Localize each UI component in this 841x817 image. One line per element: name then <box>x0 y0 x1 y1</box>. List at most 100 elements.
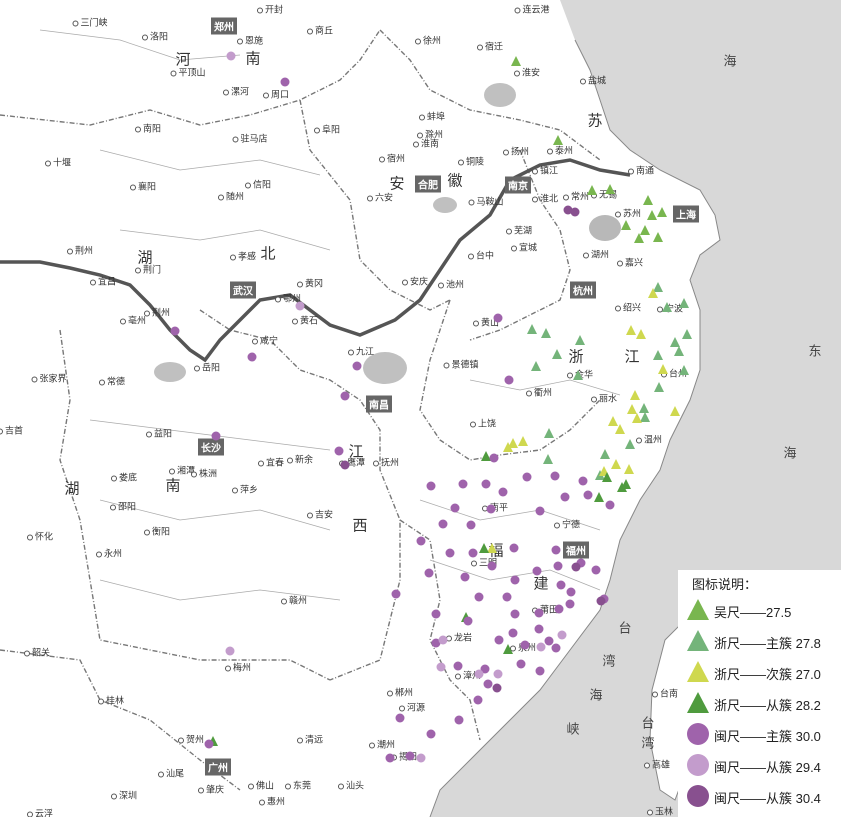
marker-triangle <box>630 390 640 400</box>
city-label: 黄山 <box>473 316 499 329</box>
city-label: 芜湖 <box>506 224 532 237</box>
border-1 <box>0 29 381 126</box>
marker-triangle <box>541 328 551 338</box>
city-label: 吉首 <box>0 424 23 437</box>
marker-circle <box>487 561 497 571</box>
marker-circle <box>426 729 436 739</box>
marker-circle <box>504 375 514 385</box>
city-label: 莆田 <box>532 603 558 616</box>
province-label: 江 <box>624 347 640 366</box>
sea-area <box>430 0 841 817</box>
city-label: 湘潭 <box>169 464 195 477</box>
marker-triangle <box>600 449 610 459</box>
marker-circle <box>247 352 257 362</box>
city-label: 苏州 <box>615 207 641 220</box>
city-label: 常州 <box>563 190 589 203</box>
city-label: 镇江 <box>532 164 558 177</box>
marker-triangle <box>643 195 653 205</box>
city-label: 郴州 <box>387 686 413 699</box>
marker-circle <box>458 479 468 489</box>
marker-circle <box>532 566 542 576</box>
legend-title: 图标说明： <box>692 577 758 592</box>
city-label: 蚌埠 <box>419 110 445 123</box>
marker-triangle <box>608 416 618 426</box>
marker-circle <box>431 638 441 648</box>
marker-circle <box>405 751 415 761</box>
marker-circle <box>583 490 593 500</box>
marker-triangle <box>670 337 680 347</box>
marker-circle <box>385 753 395 763</box>
marker-circle <box>424 568 434 578</box>
city-label: 高雄 <box>644 758 670 771</box>
marker-triangle <box>481 451 491 461</box>
marker-triangle <box>553 135 563 145</box>
city-label: 三门峡 <box>72 16 107 29</box>
legend-triangle-icon <box>687 692 709 713</box>
marker-circle <box>570 207 580 217</box>
marker-circle <box>556 580 566 590</box>
marker-circle <box>445 548 455 558</box>
marker-circle <box>492 683 502 693</box>
city-label: 洛阳 <box>142 30 168 43</box>
marker-triangle <box>594 492 604 502</box>
city-label: 清远 <box>297 733 323 746</box>
marker-circle <box>438 519 448 529</box>
pref-border-8 <box>429 559 601 591</box>
legend-item-label: 闽尺——主簇 30.0 <box>714 729 821 744</box>
city-label: 株洲 <box>191 467 217 480</box>
city-label: 马鞍山 <box>468 195 503 208</box>
marker-circle <box>416 536 426 546</box>
city-label: 岳阳 <box>194 361 220 374</box>
marker-circle <box>352 361 362 371</box>
marker-circle <box>468 548 478 558</box>
marker-triangle <box>602 472 612 482</box>
marker-triangle <box>679 298 689 308</box>
marker-circle <box>493 313 503 323</box>
marker-circle <box>474 592 484 602</box>
capital-wuhan: 武汉 <box>230 281 256 299</box>
city-label: 黄石 <box>292 314 318 327</box>
marker-circle <box>340 391 350 401</box>
legend-item: 浙尺——主簇 27.8 <box>686 629 841 653</box>
city-label: 咸宁 <box>252 334 278 347</box>
city-label: 衡阳 <box>144 525 170 538</box>
city-label: 南通 <box>628 164 654 177</box>
marker-circle <box>295 301 305 311</box>
marker-circle <box>563 205 573 215</box>
marker-circle <box>509 543 519 553</box>
lake-hongze <box>484 83 516 107</box>
city-label: 淮南 <box>413 137 439 150</box>
marker-circle <box>535 506 545 516</box>
city-label: 漯河 <box>223 85 249 98</box>
marker-triangle <box>626 325 636 335</box>
city-label: 吉安 <box>307 508 333 521</box>
marker-circle <box>280 77 290 87</box>
marker-triangle <box>674 346 684 356</box>
marker-circle <box>436 662 446 672</box>
marker-triangle <box>611 459 621 469</box>
city-label: 铜陵 <box>458 155 484 168</box>
marker-triangle <box>511 56 521 66</box>
marker-circle <box>170 326 180 336</box>
city-label: 汕头 <box>338 779 364 792</box>
marker-triangle <box>679 365 689 375</box>
city-label: 宁德 <box>554 518 580 531</box>
marker-triangle <box>648 288 658 298</box>
sea-label: 东 <box>808 344 822 360</box>
city-label: 东莞 <box>285 779 311 792</box>
pref-border-5 <box>99 499 331 531</box>
sea-label: 海 <box>589 688 603 704</box>
legend-item-label: 闽尺——从簇 29.4 <box>714 760 821 775</box>
border-4 <box>469 149 571 341</box>
lake-dongting <box>154 362 186 382</box>
province-label: 北 <box>260 244 276 263</box>
city-label: 玉林 <box>647 805 673 817</box>
marker-circle <box>334 446 344 456</box>
province-label: 安 <box>389 174 405 193</box>
city-label: 盐城 <box>580 74 606 87</box>
marker-triangle <box>503 644 513 654</box>
marker-circle <box>508 628 518 638</box>
pref-border-3 <box>119 229 331 251</box>
marker-triangle <box>625 439 635 449</box>
city-label: 淮北 <box>532 192 558 205</box>
